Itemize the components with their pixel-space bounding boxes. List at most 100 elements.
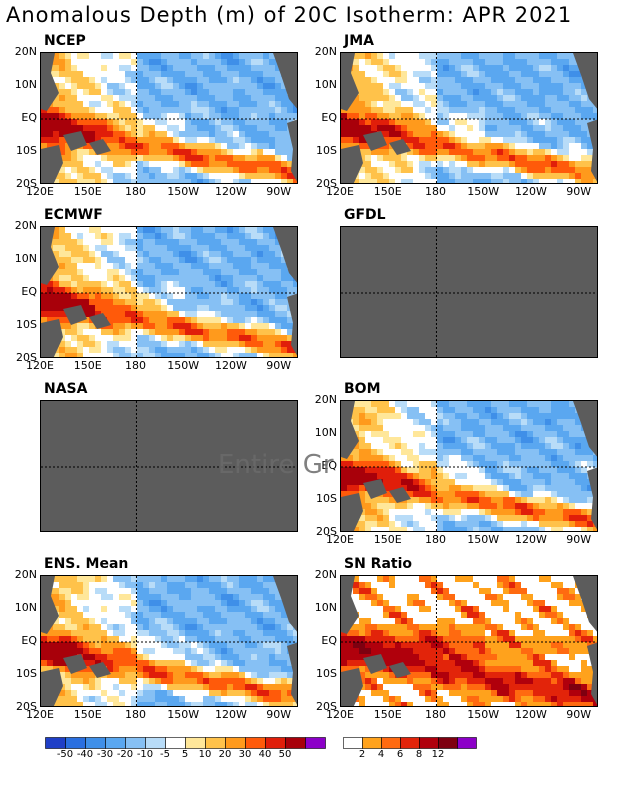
heat-cell bbox=[479, 678, 485, 684]
heat-cell bbox=[479, 618, 485, 624]
lat-tick-label: 10S bbox=[16, 318, 37, 331]
heat-cell bbox=[251, 155, 257, 161]
heat-cell bbox=[581, 648, 587, 654]
heat-cell bbox=[185, 588, 191, 594]
heat-cell bbox=[437, 588, 443, 594]
panel-label-0: NCEP bbox=[44, 33, 86, 49]
heat-cell bbox=[365, 443, 371, 449]
heat-cell bbox=[479, 437, 485, 443]
colorbar-label: 30 bbox=[238, 749, 252, 760]
heat-cell bbox=[485, 648, 491, 654]
heat-cell bbox=[251, 161, 257, 167]
heat-cell bbox=[575, 491, 581, 497]
land-mass bbox=[273, 53, 297, 109]
heat-cell bbox=[341, 119, 347, 125]
heat-cell bbox=[509, 437, 515, 443]
heat-cell bbox=[119, 131, 125, 137]
heat-cell bbox=[53, 101, 59, 107]
heat-cell bbox=[149, 101, 155, 107]
heat-cell bbox=[437, 95, 443, 101]
heat-cell bbox=[125, 149, 131, 155]
heat-cell bbox=[221, 77, 227, 83]
heat-cell bbox=[215, 233, 221, 239]
heat-cell bbox=[191, 594, 197, 600]
heat-cell bbox=[131, 179, 137, 183]
heat-cell bbox=[455, 503, 461, 509]
heat-cell bbox=[239, 107, 245, 113]
heat-cell bbox=[431, 431, 437, 437]
heat-cell bbox=[527, 491, 533, 497]
heat-cell bbox=[41, 636, 47, 642]
heat-cell bbox=[215, 648, 221, 654]
heat-cell bbox=[275, 263, 281, 269]
heat-cell bbox=[95, 281, 101, 287]
heat-cell bbox=[167, 588, 173, 594]
heat-cell bbox=[491, 425, 497, 431]
heat-cell bbox=[47, 299, 53, 305]
heat-cell bbox=[83, 588, 89, 594]
heat-cell bbox=[89, 113, 95, 119]
heat-cell bbox=[377, 125, 383, 131]
heat-cell bbox=[389, 648, 395, 654]
heat-cell bbox=[533, 407, 539, 413]
heat-cell bbox=[209, 89, 215, 95]
heat-cell bbox=[389, 455, 395, 461]
heat-cell bbox=[359, 425, 365, 431]
heat-cell bbox=[209, 65, 215, 71]
heat-cell bbox=[107, 275, 113, 281]
heat-cell bbox=[197, 672, 203, 678]
heat-cell bbox=[353, 119, 359, 125]
heat-cell bbox=[221, 582, 227, 588]
heat-cell bbox=[71, 113, 77, 119]
heat-cell bbox=[467, 77, 473, 83]
heat-cell bbox=[491, 491, 497, 497]
heat-cell bbox=[575, 455, 581, 461]
heat-cell bbox=[113, 624, 119, 630]
heat-cell bbox=[155, 53, 161, 59]
heat-cell bbox=[551, 521, 557, 527]
heat-cell bbox=[449, 77, 455, 83]
heat-cell bbox=[521, 431, 527, 437]
heat-cell bbox=[77, 576, 83, 582]
heat-cell bbox=[413, 407, 419, 413]
heat-cell bbox=[353, 642, 359, 648]
heat-cell bbox=[419, 660, 425, 666]
heat-cell bbox=[119, 233, 125, 239]
heat-cell bbox=[545, 515, 551, 521]
heat-cell bbox=[515, 419, 521, 425]
heat-cell bbox=[467, 425, 473, 431]
heat-cell bbox=[173, 353, 179, 357]
heat-cell bbox=[137, 263, 143, 269]
heat-cell bbox=[539, 600, 545, 606]
heat-cell bbox=[221, 89, 227, 95]
heat-cell bbox=[245, 179, 251, 183]
land-mass bbox=[273, 576, 297, 632]
heat-cell bbox=[503, 443, 509, 449]
heat-cell bbox=[479, 89, 485, 95]
heat-cell bbox=[491, 413, 497, 419]
heat-cell bbox=[209, 654, 215, 660]
heat-cell bbox=[521, 491, 527, 497]
heat-cell bbox=[557, 413, 563, 419]
heat-cell bbox=[149, 125, 155, 131]
heat-cell bbox=[509, 509, 515, 515]
heat-cell bbox=[293, 113, 297, 119]
heat-cell bbox=[509, 77, 515, 83]
heat-cell bbox=[203, 606, 209, 612]
heat-cell bbox=[539, 437, 545, 443]
heat-cell bbox=[131, 287, 137, 293]
heat-cell bbox=[185, 119, 191, 125]
heat-cell bbox=[143, 582, 149, 588]
heat-cell bbox=[143, 53, 149, 59]
heat-cell bbox=[215, 257, 221, 263]
heat-cell bbox=[461, 491, 467, 497]
heat-cell bbox=[419, 642, 425, 648]
heat-cell bbox=[587, 461, 593, 467]
heat-cell bbox=[503, 636, 509, 642]
heat-cell bbox=[563, 509, 569, 515]
heat-cell bbox=[125, 654, 131, 660]
heat-cell bbox=[443, 101, 449, 107]
heat-cell bbox=[53, 107, 59, 113]
heat-cell bbox=[221, 113, 227, 119]
heat-cell bbox=[545, 95, 551, 101]
